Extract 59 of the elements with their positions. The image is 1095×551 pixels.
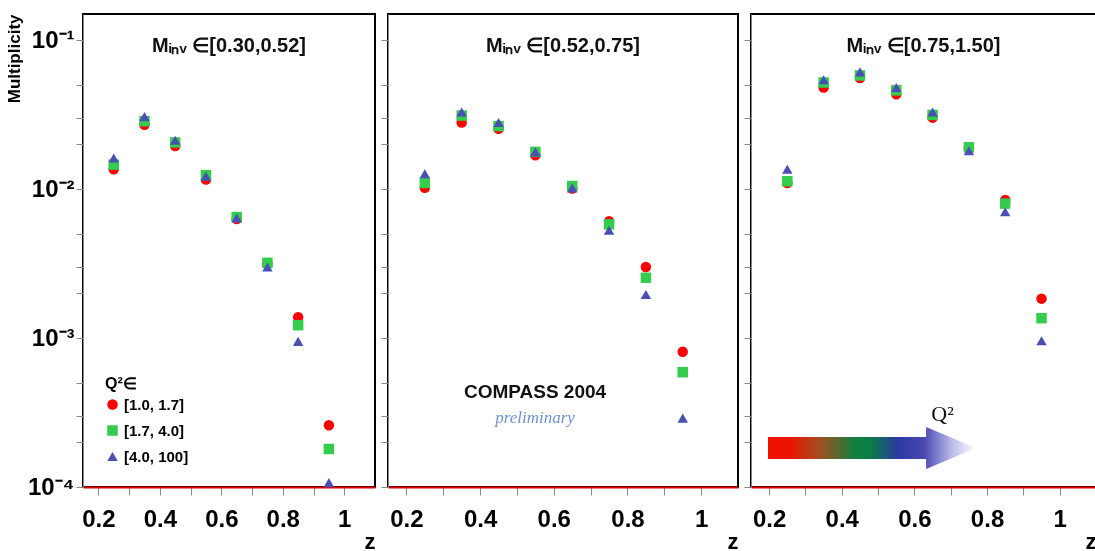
y-tick-label: 10⁻² bbox=[31, 174, 75, 202]
point bbox=[1036, 293, 1047, 304]
point bbox=[677, 413, 688, 423]
point bbox=[999, 198, 1011, 209]
annotation: preliminary bbox=[494, 408, 576, 428]
point bbox=[139, 112, 150, 122]
y-tick-label: 10⁻⁴ bbox=[27, 472, 75, 500]
point bbox=[782, 164, 793, 174]
text: Mᵢₙᵥ ∈[0.75,1.50] bbox=[846, 34, 1001, 56]
y-tick-label: 10⁻³ bbox=[31, 323, 75, 351]
legend-title: Q²∈ bbox=[105, 375, 137, 392]
point bbox=[927, 107, 938, 117]
point bbox=[640, 290, 652, 300]
x-tick-label: 0.4 bbox=[825, 504, 860, 532]
x-tick-label: 0.8 bbox=[970, 504, 1005, 532]
point bbox=[1036, 336, 1047, 346]
x-axis-title: z bbox=[727, 528, 739, 551]
legend-label: [4.0, 100] bbox=[124, 447, 189, 465]
x-tick-label: 0.8 bbox=[266, 504, 300, 532]
x-tick-label: 0.6 bbox=[205, 504, 239, 532]
point bbox=[419, 169, 431, 179]
x-tick-label: 0.6 bbox=[898, 504, 932, 532]
y-axis-title: Multiplicity bbox=[4, 13, 24, 104]
point bbox=[891, 82, 902, 92]
text: Mᵢₙᵥ ∈[0.30,0.52] bbox=[151, 34, 307, 56]
point bbox=[323, 419, 335, 431]
point bbox=[854, 67, 866, 77]
point bbox=[677, 346, 688, 357]
point bbox=[419, 177, 431, 189]
y-tick-label: 10⁻¹ bbox=[31, 25, 75, 53]
x-axis-title: z bbox=[364, 528, 376, 551]
annotation: Q² bbox=[931, 400, 955, 426]
x-tick-label: 0.2 bbox=[752, 504, 787, 532]
x-tick-label: 0.4 bbox=[463, 504, 498, 532]
legend-label: [1.7, 4.0] bbox=[124, 421, 185, 439]
x-tick-label: 0.2 bbox=[82, 504, 116, 532]
x-tick-label: 0.8 bbox=[611, 504, 645, 532]
point bbox=[493, 118, 504, 128]
point bbox=[603, 225, 615, 235]
point bbox=[640, 261, 652, 273]
point bbox=[640, 272, 652, 284]
point bbox=[323, 478, 335, 488]
point bbox=[1036, 312, 1047, 324]
x-tick-label: 1 bbox=[694, 504, 709, 532]
point bbox=[677, 366, 688, 378]
x-tick-label: 0.4 bbox=[143, 504, 178, 532]
x-axis-title: z bbox=[1085, 528, 1095, 551]
annotation: COMPASS 2004 bbox=[463, 381, 607, 403]
x-tick-label: 1 bbox=[338, 504, 352, 532]
legend-label: [1.0, 1.7] bbox=[124, 395, 185, 413]
point bbox=[292, 336, 304, 346]
text: Mᵢₙᵥ ∈[0.52,0.75] bbox=[485, 34, 641, 56]
x-tick-label: 0.2 bbox=[390, 504, 424, 532]
x-tick-label: 1 bbox=[1053, 504, 1067, 532]
point bbox=[323, 443, 335, 455]
point bbox=[999, 207, 1011, 217]
x-tick-label: 0.6 bbox=[537, 504, 571, 532]
point bbox=[262, 262, 273, 272]
point bbox=[292, 319, 304, 331]
